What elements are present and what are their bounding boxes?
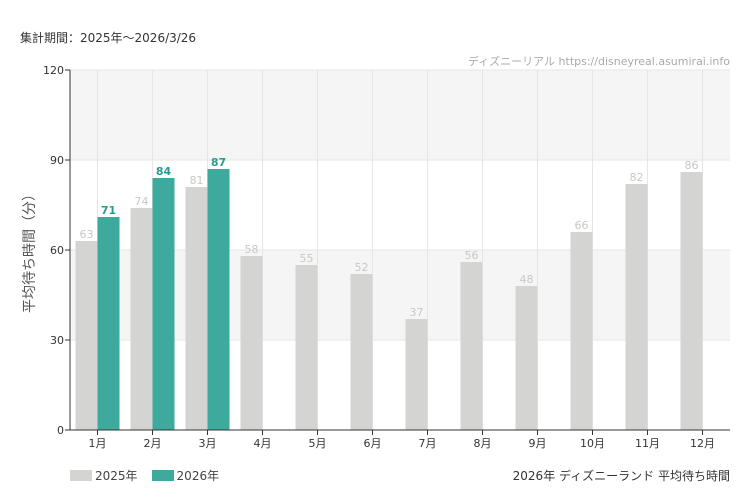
data-label: 84 — [156, 165, 172, 178]
legend-swatch — [70, 470, 92, 481]
x-tick-label: 4月 — [254, 437, 272, 450]
data-label: 58 — [245, 243, 259, 256]
y-tick-label: 60 — [50, 244, 64, 257]
bar-2025年-9月 — [515, 286, 538, 430]
x-tick-label: 3月 — [199, 437, 217, 450]
grid-band — [70, 70, 730, 160]
bar-2025年-6月 — [350, 274, 373, 430]
y-axis-label: 平均待ち時間（分） — [22, 187, 38, 313]
data-label: 55 — [300, 252, 314, 265]
chart-caption: 2026年 ディズニーランド 平均待ち時間 — [512, 469, 730, 483]
data-label: 74 — [135, 195, 149, 208]
bar-2025年-4月 — [240, 256, 263, 430]
bar-2025年-10月 — [570, 232, 593, 430]
bar-2025年-3月 — [185, 187, 208, 430]
bar-2025年-5月 — [295, 265, 318, 430]
x-tick-label: 6月 — [364, 437, 382, 450]
data-label: 37 — [410, 306, 424, 319]
y-tick-label: 90 — [50, 154, 64, 167]
data-label: 52 — [355, 261, 369, 274]
x-tick-label: 1月 — [89, 437, 107, 450]
y-tick-label: 30 — [50, 334, 64, 347]
data-label: 48 — [520, 273, 534, 286]
data-label: 86 — [685, 159, 699, 172]
data-label: 66 — [575, 219, 589, 232]
x-tick-label: 7月 — [419, 437, 437, 450]
bar-2025年-11月 — [625, 184, 648, 430]
grid-band — [70, 250, 730, 340]
legend-label: 2025年 — [95, 469, 138, 483]
x-tick-label: 9月 — [529, 437, 547, 450]
bar-2026年-3月 — [207, 169, 230, 430]
x-tick-label: 10月 — [580, 437, 605, 450]
data-label: 63 — [80, 228, 94, 241]
bar-2025年-7月 — [405, 319, 428, 430]
bar-2025年-12月 — [680, 172, 703, 430]
data-label: 81 — [190, 174, 204, 187]
x-tick-label: 2月 — [144, 437, 162, 450]
bar-2025年-2月 — [130, 208, 153, 430]
x-tick-label: 5月 — [309, 437, 327, 450]
legend-label: 2026年 — [176, 469, 220, 483]
legend-item-2025[interactable]: 2025年 — [70, 467, 138, 484]
data-label: 87 — [211, 156, 226, 169]
x-tick-label: 11月 — [635, 437, 660, 450]
period-text: 集計期間：2025年～2026/3/26 — [20, 31, 197, 45]
credit-text: ディズニーリアル https://disneyreal.asumirai.inf… — [467, 55, 730, 68]
legend-item-2026[interactable]: 2026年 — [151, 467, 220, 484]
bar-2025年-8月 — [460, 262, 483, 430]
data-label: 82 — [630, 171, 644, 184]
data-label: 71 — [101, 204, 116, 217]
legend: 2025年 2026年 — [70, 467, 219, 484]
bar-2026年-1月 — [97, 217, 120, 430]
bar-2026年-2月 — [152, 178, 175, 430]
legend-swatch — [151, 470, 174, 481]
x-tick-label: 8月 — [474, 437, 492, 450]
y-tick-label: 120 — [43, 64, 64, 77]
data-label: 56 — [465, 249, 479, 262]
x-tick-label: 12月 — [690, 437, 715, 450]
y-tick-label: 0 — [57, 424, 64, 437]
bar-2025年-1月 — [75, 241, 98, 430]
